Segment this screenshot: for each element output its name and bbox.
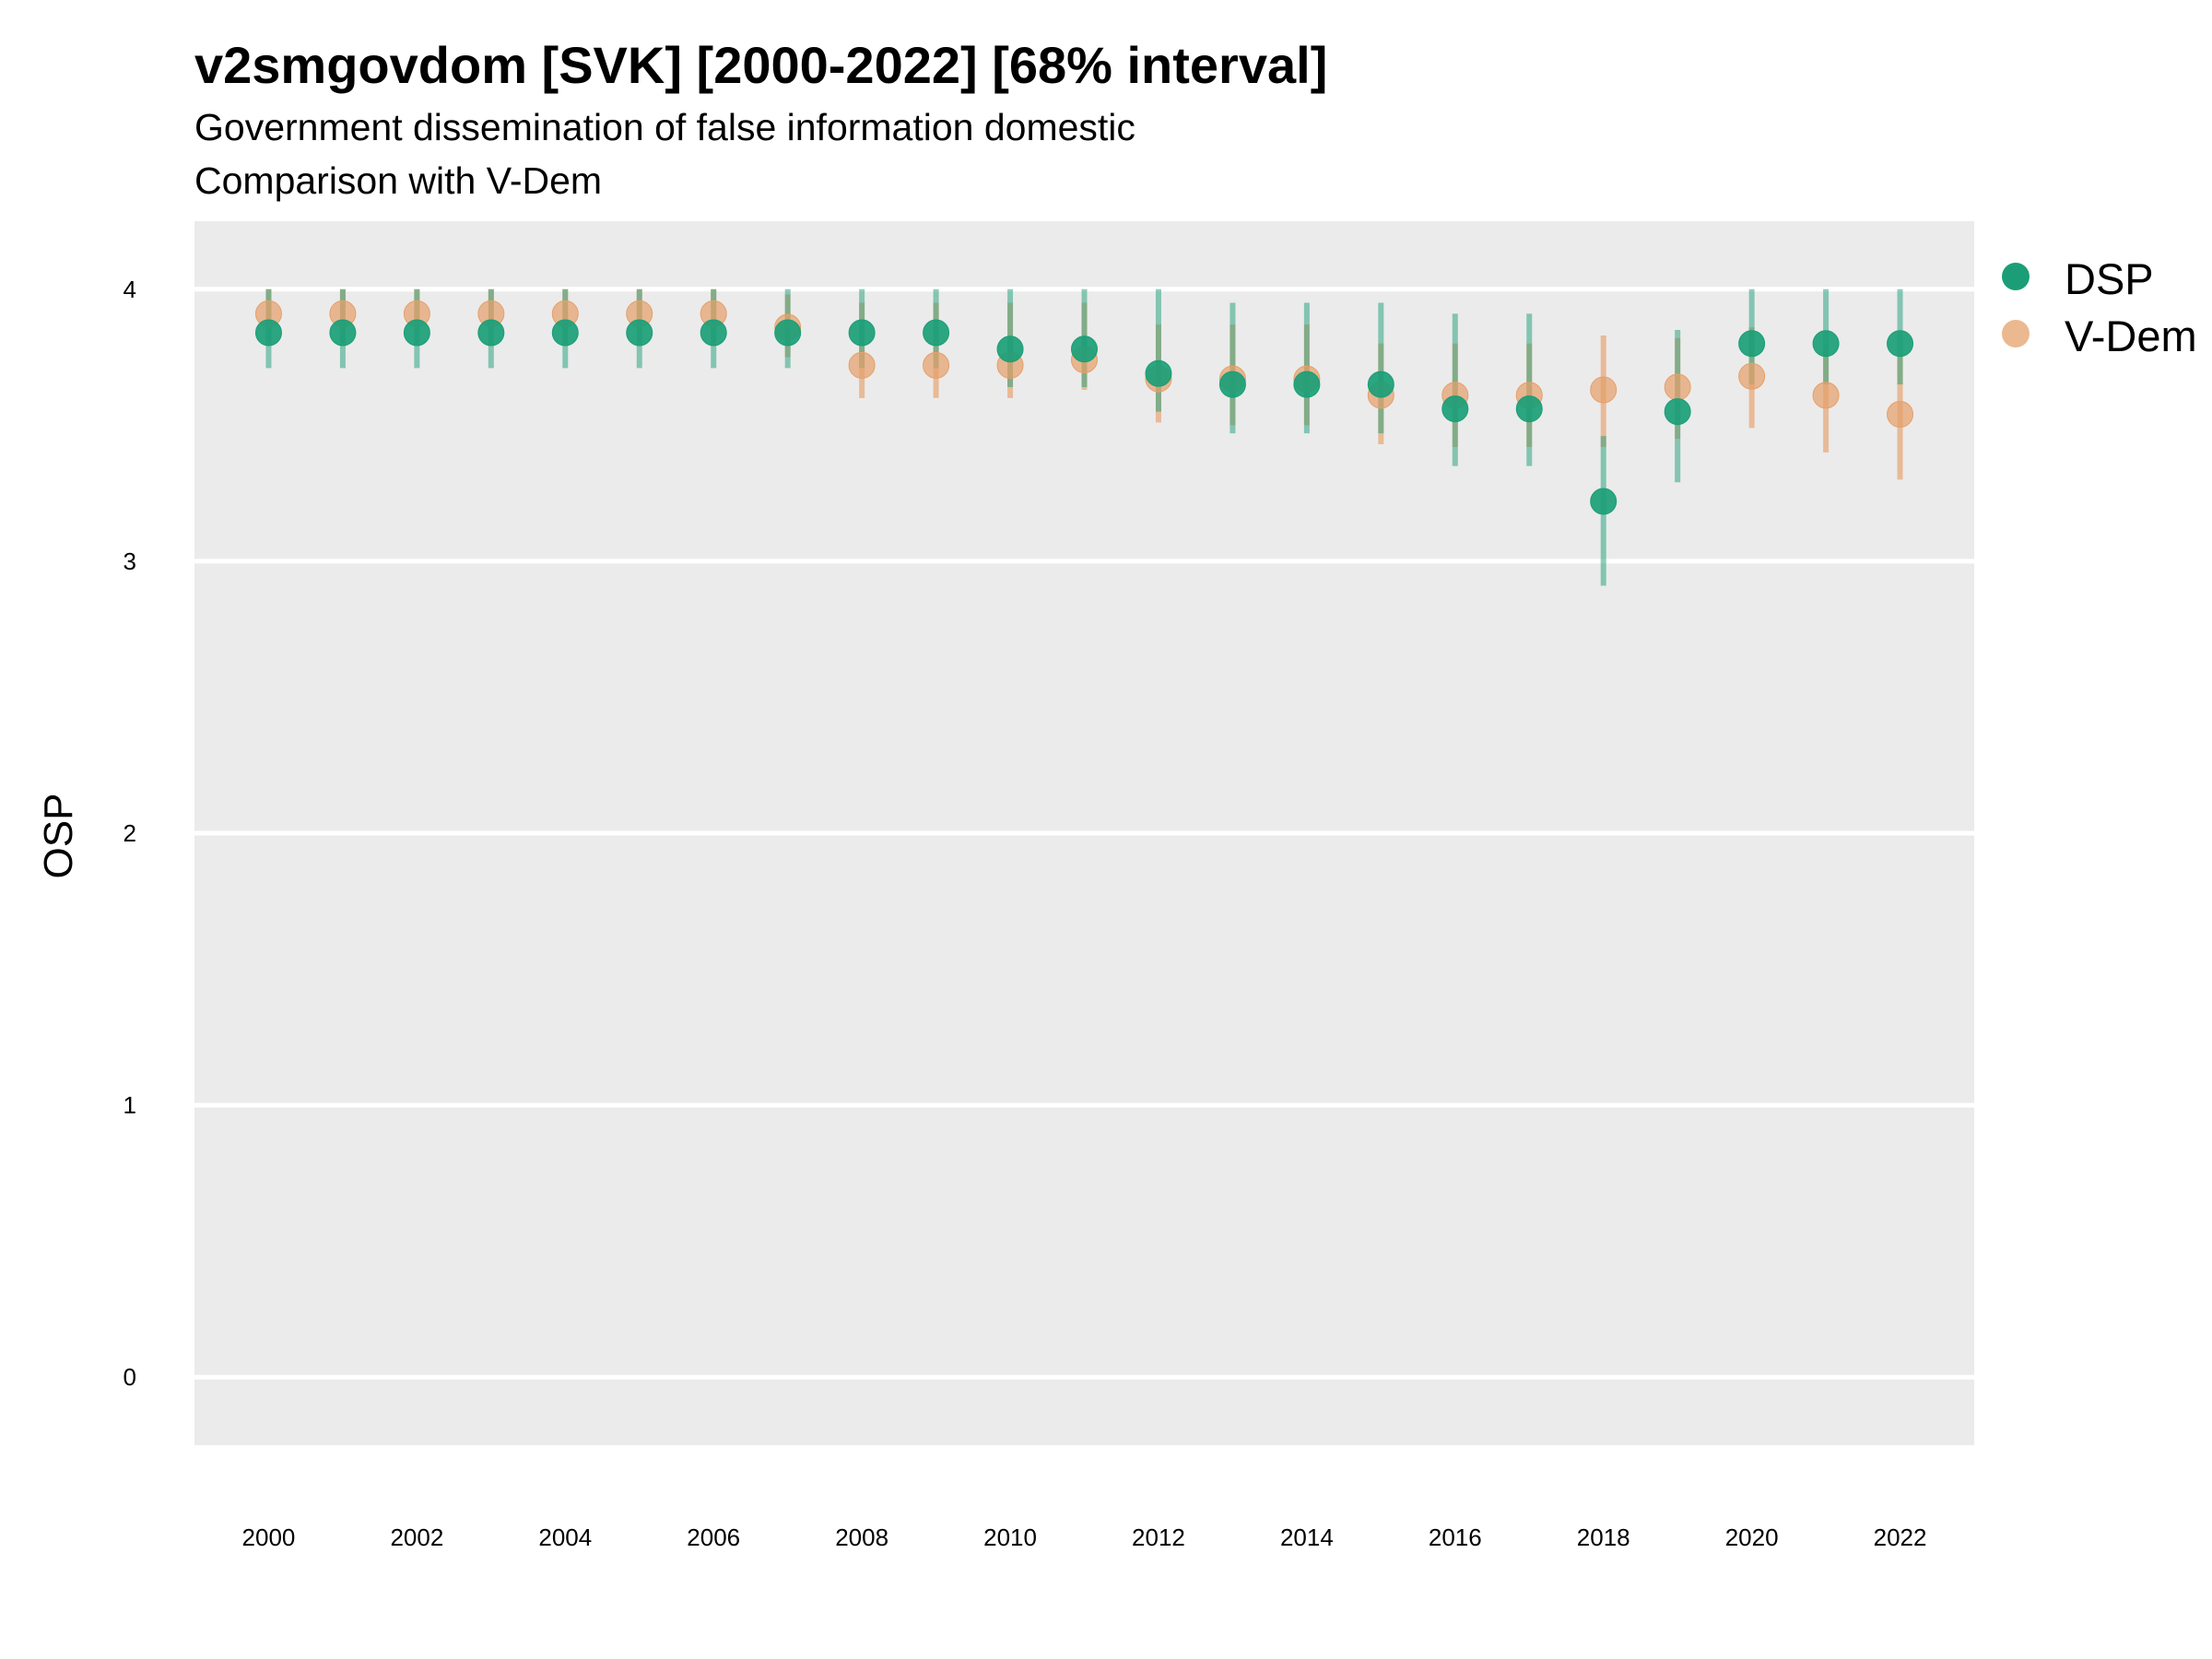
point-dsp-2011 — [1071, 335, 1098, 363]
point-dsp-2018 — [1590, 488, 1618, 515]
x-tick-label: 2010 — [983, 1524, 1037, 1551]
point-dsp-2005 — [626, 319, 653, 347]
x-tick-labels: 2000 2002 2004 2006 2008 2010 2012 2014 2016 2018… — [242, 1524, 1927, 1551]
point-dsp-2002 — [403, 319, 430, 347]
y-axis-label: OSP — [36, 794, 81, 879]
point-dsp-2007 — [774, 319, 802, 347]
y-tick-label: 2 — [124, 819, 136, 847]
point-dsp-2010 — [996, 335, 1024, 363]
x-tick-label: 2012 — [1132, 1524, 1185, 1551]
point-vdem-2022 — [1887, 401, 1914, 429]
data-points — [254, 300, 1914, 515]
legend-key-vdem — [2002, 320, 2030, 347]
point-dsp-2015 — [1367, 371, 1394, 398]
point-dsp-2006 — [700, 319, 727, 347]
chart-subtitle-line-1: Government dissemination of false inform… — [194, 106, 1135, 148]
point-dsp-2020 — [1738, 330, 1766, 358]
point-dsp-2009 — [923, 319, 950, 347]
point-vdem-2008 — [848, 351, 876, 379]
point-dsp-2000 — [254, 319, 282, 347]
point-dsp-2014 — [1293, 371, 1321, 398]
legend-key-dsp — [2002, 263, 2030, 290]
point-dsp-2004 — [551, 319, 579, 347]
x-tick-label: 2006 — [687, 1524, 740, 1551]
legend-label-vdem: V-Dem — [2065, 312, 2197, 360]
x-tick-label: 2020 — [1725, 1524, 1779, 1551]
point-dsp-2021 — [1812, 330, 1840, 358]
point-vdem-2020 — [1738, 362, 1766, 390]
chart-subtitle-line-2: Comparison with V-Dem — [194, 159, 603, 202]
y-tick-label: 4 — [124, 276, 136, 303]
point-dsp-2003 — [477, 319, 505, 347]
point-vdem-2009 — [923, 351, 950, 379]
x-tick-label: 2016 — [1429, 1524, 1482, 1551]
y-tick-labels: 0 1 2 3 4 — [124, 276, 136, 1391]
chart-title: v2smgovdom [SVK] [2000-2022] [68% interv… — [194, 36, 1328, 94]
legend-label-dsp: DSP — [2065, 254, 2154, 303]
point-dsp-2013 — [1218, 371, 1246, 398]
point-dsp-2019 — [1664, 398, 1691, 426]
y-tick-label: 1 — [124, 1091, 136, 1119]
x-tick-label: 2002 — [390, 1524, 443, 1551]
point-dsp-2001 — [329, 319, 357, 347]
y-tick-label: 0 — [124, 1363, 136, 1391]
x-tick-label: 2000 — [242, 1524, 296, 1551]
point-dsp-2012 — [1145, 359, 1172, 387]
point-vdem-2019 — [1664, 373, 1691, 401]
point-dsp-2016 — [1441, 395, 1469, 423]
point-vdem-2021 — [1812, 382, 1840, 409]
x-tick-label: 2018 — [1577, 1524, 1630, 1551]
point-vdem-2018 — [1590, 376, 1618, 404]
point-dsp-2017 — [1515, 395, 1543, 423]
point-dsp-2008 — [848, 319, 876, 347]
x-tick-label: 2008 — [835, 1524, 888, 1551]
point-dsp-2022 — [1887, 330, 1914, 358]
x-tick-label: 2014 — [1280, 1524, 1334, 1551]
x-tick-label: 2022 — [1874, 1524, 1927, 1551]
x-tick-label: 2004 — [538, 1524, 592, 1551]
y-tick-label: 3 — [124, 547, 136, 575]
